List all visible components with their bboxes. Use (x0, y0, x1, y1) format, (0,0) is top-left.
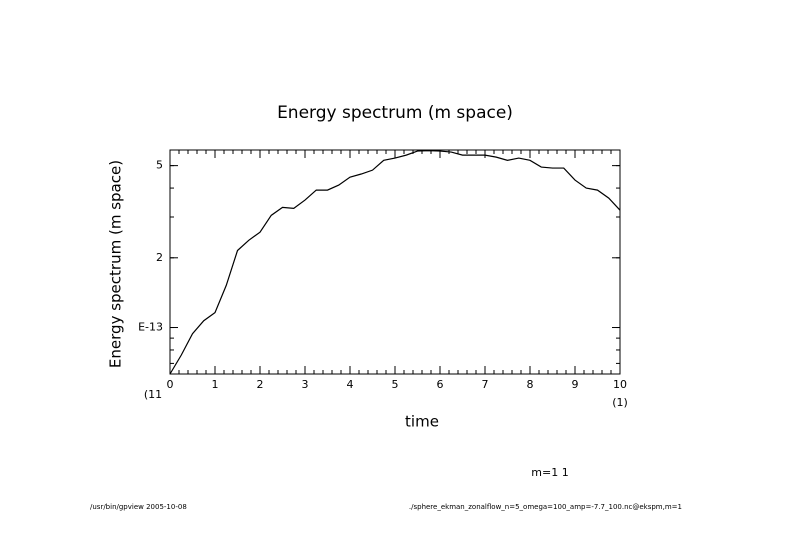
x-tick-label: 9 (572, 378, 579, 391)
y-tick-label: 5 (156, 159, 163, 172)
data-line (169, 150, 621, 375)
x-axis-label: time (405, 413, 439, 431)
y-tick-label: 2 (156, 251, 163, 264)
x-tick-label: 5 (392, 378, 399, 391)
x-tick-label: 1 (212, 378, 219, 391)
legend-entry: m=1 1 (531, 466, 568, 479)
y-axis-label: Energy spectrum (m space) (107, 160, 125, 368)
x-tick-label: 8 (527, 378, 534, 391)
y-tick-label: E-13 (138, 321, 163, 334)
x-tick-label: 6 (437, 378, 444, 391)
footer: /usr/bin/gpview 2005-10-08 (90, 503, 187, 511)
x-unit-label: (1) (612, 396, 628, 409)
x-tick-label: 0 (167, 378, 174, 391)
x-tick-label: 7 (482, 378, 489, 391)
chart-title: Energy spectrum (m space) (277, 103, 513, 123)
x-tick-label: 4 (347, 378, 354, 391)
footer: ./sphere_ekman_zonalflow_n=5_omega=100_a… (409, 503, 682, 511)
x-tick-label: 2 (257, 378, 264, 391)
x-unit-label: (11 (144, 388, 162, 401)
x-tick-label: 10 (613, 378, 627, 391)
x-tick-label: 3 (302, 378, 309, 391)
